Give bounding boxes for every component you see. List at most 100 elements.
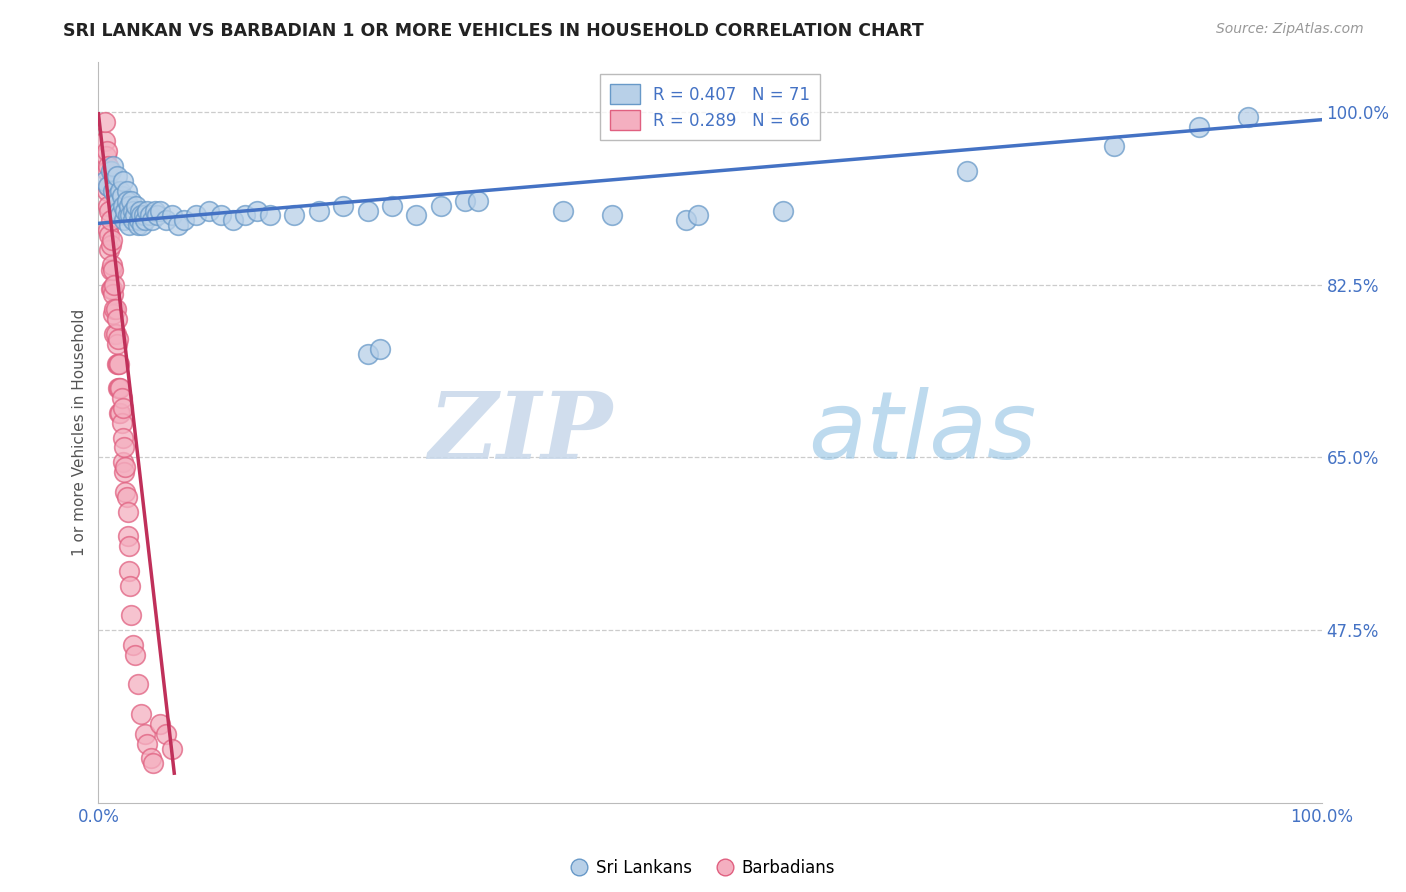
Point: [146, 209, 169, 223]
Point: [108, 203, 131, 218]
Text: Source: ZipAtlas.com: Source: ZipAtlas.com: [1216, 22, 1364, 37]
Point: [121, 203, 143, 218]
Point: [117, 505, 139, 519]
Point: [101, 283, 124, 297]
Point: [112, 441, 135, 455]
Point: [105, 336, 128, 351]
Point: [155, 213, 177, 227]
Point: [233, 209, 256, 223]
Point: [120, 579, 142, 593]
Point: [111, 416, 134, 430]
Point: [127, 677, 149, 691]
Point: [115, 490, 138, 504]
Point: [125, 198, 148, 212]
Point: [103, 302, 125, 317]
Point: [105, 188, 128, 202]
Point: [149, 203, 172, 218]
Point: [97, 178, 120, 193]
Point: [1188, 120, 1211, 134]
Point: [124, 648, 146, 662]
Point: [112, 465, 135, 479]
Point: [118, 198, 141, 212]
Point: [97, 178, 120, 193]
Point: [120, 194, 142, 208]
Point: [100, 164, 122, 178]
Point: [129, 209, 152, 223]
Point: [160, 741, 183, 756]
Point: [120, 209, 142, 223]
Point: [97, 159, 120, 173]
Point: [1237, 110, 1260, 124]
Point: [454, 194, 477, 208]
Point: [111, 455, 134, 469]
Point: [259, 209, 281, 223]
Point: [110, 184, 132, 198]
Point: [101, 287, 124, 301]
Point: [142, 756, 165, 771]
Point: [121, 638, 143, 652]
Point: [139, 751, 162, 765]
Point: [111, 391, 134, 405]
Point: [332, 198, 354, 212]
Point: [132, 209, 155, 223]
Legend: Sri Lankans, Barbadians: Sri Lankans, Barbadians: [564, 853, 842, 884]
Point: [110, 381, 132, 395]
Point: [308, 203, 330, 218]
Text: atlas: atlas: [808, 387, 1036, 478]
Point: [121, 213, 143, 227]
Point: [111, 401, 134, 415]
Point: [104, 302, 127, 317]
Point: [98, 228, 121, 243]
Point: [143, 203, 166, 218]
Point: [114, 460, 136, 475]
Point: [93, 135, 115, 149]
Point: [107, 194, 129, 208]
Point: [101, 262, 124, 277]
Point: [101, 159, 124, 173]
Point: [111, 198, 134, 212]
Point: [118, 219, 141, 233]
Point: [100, 238, 122, 252]
Point: [430, 198, 453, 212]
Point: [141, 213, 163, 227]
Point: [115, 184, 138, 198]
Point: [136, 203, 159, 218]
Point: [100, 283, 122, 297]
Point: [101, 184, 124, 198]
Point: [114, 203, 136, 218]
Point: [675, 213, 697, 227]
Point: [467, 194, 489, 208]
Point: [96, 184, 118, 198]
Point: [108, 357, 131, 371]
Point: [110, 209, 132, 223]
Point: [772, 203, 794, 218]
Point: [134, 727, 156, 741]
Point: [600, 209, 623, 223]
Point: [246, 203, 269, 218]
Point: [105, 357, 128, 371]
Text: ZIP: ZIP: [427, 388, 612, 477]
Point: [368, 342, 391, 356]
Point: [129, 706, 152, 721]
Point: [108, 381, 131, 395]
Point: [101, 233, 124, 247]
Point: [124, 209, 146, 223]
Point: [97, 198, 120, 212]
Point: [553, 203, 575, 218]
Point: [405, 209, 427, 223]
Point: [100, 262, 122, 277]
Point: [93, 114, 115, 128]
Point: [381, 198, 404, 212]
Point: [173, 213, 195, 227]
Point: [107, 332, 129, 346]
Point: [128, 213, 150, 227]
Point: [356, 203, 378, 218]
Point: [110, 406, 132, 420]
Point: [118, 539, 141, 553]
Point: [117, 529, 139, 543]
Point: [101, 307, 124, 321]
Point: [186, 209, 208, 223]
Point: [94, 149, 117, 163]
Point: [98, 243, 121, 257]
Point: [107, 381, 129, 395]
